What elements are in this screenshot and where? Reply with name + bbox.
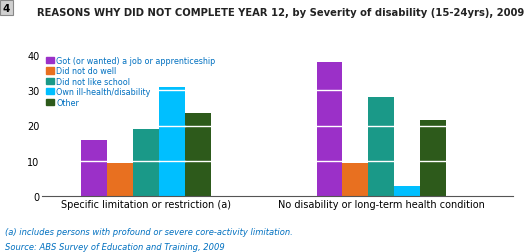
Text: REASONS WHY DID NOT COMPLETE YEAR 12, by Severity of disability (15-24yrs), 2009: REASONS WHY DID NOT COMPLETE YEAR 12, by… [37, 8, 524, 18]
Bar [159, 87, 185, 197]
Bar [368, 98, 394, 197]
Bar [394, 186, 420, 197]
Text: 4: 4 [3, 4, 10, 14]
Bar [133, 130, 159, 197]
Bar [342, 163, 368, 197]
Legend: Got (or wanted) a job or apprenticeship, Did not do well, Did not like school, O: Got (or wanted) a job or apprenticeship,… [47, 57, 216, 107]
Bar [185, 114, 211, 197]
Bar [107, 163, 133, 197]
Bar [420, 121, 446, 197]
Bar [81, 140, 107, 197]
Text: Source: ABS Survey of Education and Training, 2009: Source: ABS Survey of Education and Trai… [5, 242, 225, 251]
Text: (a) includes persons with profound or severe core-activity limitation.: (a) includes persons with profound or se… [5, 227, 293, 236]
Bar [316, 62, 342, 197]
